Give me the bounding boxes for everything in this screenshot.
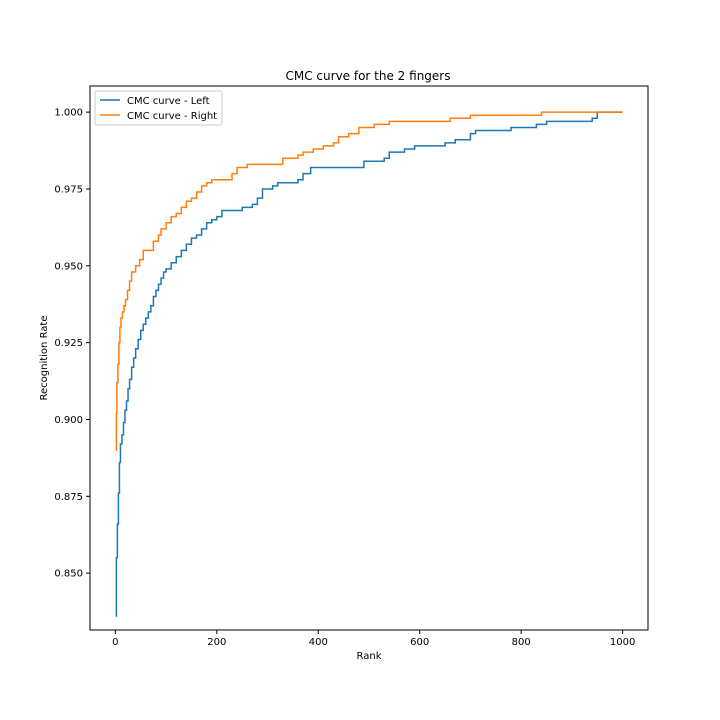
series-layer [115,111,623,617]
y-tick-label: 0.900 [54,415,83,426]
legend: CMC curve - Left CMC curve - Right [94,90,223,126]
y-axis-label: Recognition Rate [39,316,50,401]
y-tick-label: 0.850 [54,569,83,580]
series-line-1 [115,111,623,451]
y-tick-label: 0.875 [54,492,83,503]
chart-title: CMC curve for the 2 fingers [286,69,451,83]
y-axis-ticks: 0.850 0.875 0.900 0.925 0.950 0.975 1.000 [54,108,90,580]
x-tick-label: 200 [207,637,226,648]
x-tick-label: 800 [512,637,531,648]
x-axis-label: Rank [357,651,382,662]
series-line-0 [115,111,623,617]
y-tick-label: 0.950 [54,261,83,272]
legend-entry-right: CMC curve - Right [127,111,217,122]
x-tick-label: 0 [112,637,118,648]
plot-area-frame [89,85,649,631]
x-tick-label: 400 [309,637,328,648]
x-tick-label: 1000 [610,637,635,648]
legend-entry-left: CMC curve - Left [127,96,210,107]
y-tick-label: 0.975 [54,184,83,195]
x-tick-label: 600 [410,637,429,648]
legend-box [94,90,223,126]
y-tick-label: 1.000 [54,108,83,119]
x-axis-ticks: 0 200 400 600 800 1000 [112,630,635,648]
y-tick-label: 0.925 [54,338,83,349]
